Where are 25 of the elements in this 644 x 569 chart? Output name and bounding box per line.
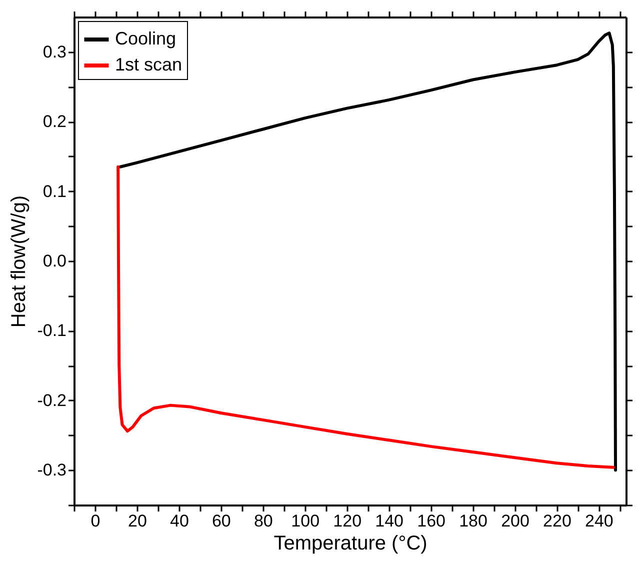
x-axis-title: Temperature (°C) xyxy=(274,532,428,554)
y-tick-label: 0.1 xyxy=(42,182,66,201)
x-tick-label: 240 xyxy=(585,512,614,530)
x-tick-label: 100 xyxy=(291,512,320,530)
x-tick-label: 180 xyxy=(459,512,488,530)
x-tick-label: 40 xyxy=(170,512,189,530)
x-tick-label: 140 xyxy=(375,512,404,530)
y-tick-label: -0.2 xyxy=(37,390,66,410)
x-tick-label: 160 xyxy=(417,512,446,530)
x-tick-label: 80 xyxy=(254,512,273,530)
y-tick-label: -0.1 xyxy=(37,321,66,340)
x-tick-label: 20 xyxy=(128,512,147,530)
x-tick-label: 220 xyxy=(543,512,572,530)
x-tick-label: 0 xyxy=(90,512,100,530)
y-axis-title: Heat flow(W/g) xyxy=(8,195,30,328)
x-tick-label: 60 xyxy=(212,512,231,530)
y-tick-label: 0.2 xyxy=(42,112,66,132)
x-tick-label: 120 xyxy=(333,512,362,530)
x-tick-label: 200 xyxy=(501,512,530,530)
y-tick-label: 0.0 xyxy=(42,252,66,270)
y-tick-label: -0.3 xyxy=(37,460,66,480)
legend-label: Cooling xyxy=(115,28,176,48)
y-tick-label: 0.3 xyxy=(42,42,66,62)
line-series xyxy=(116,165,615,469)
legend-label: 1st scan xyxy=(115,54,182,74)
